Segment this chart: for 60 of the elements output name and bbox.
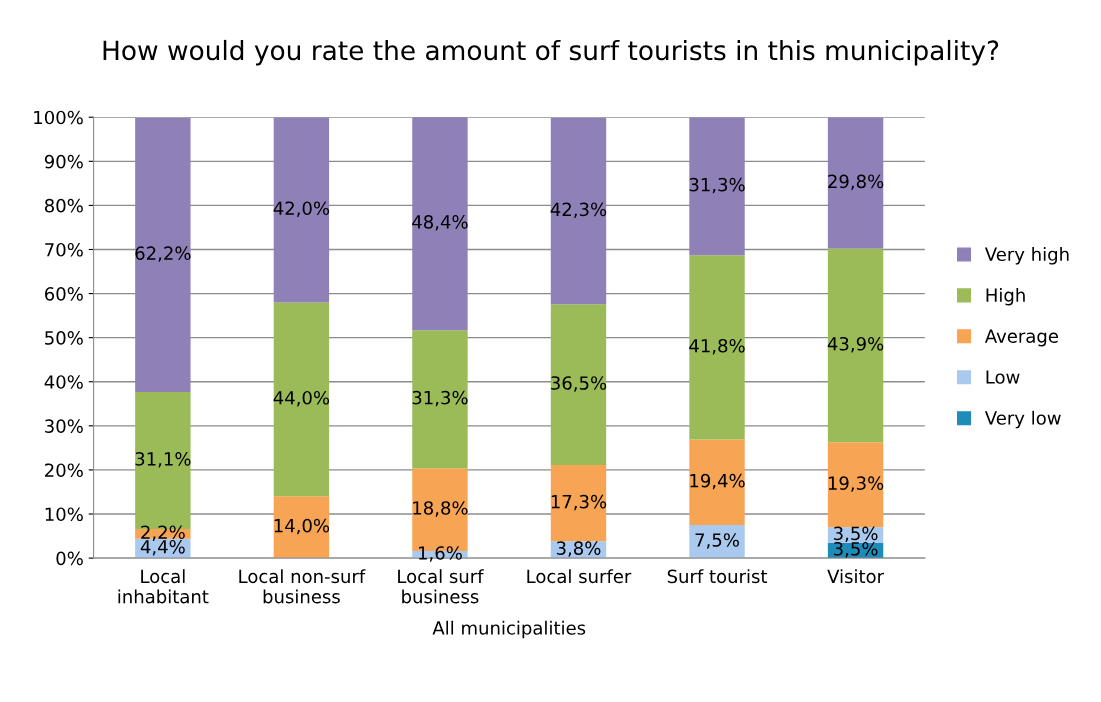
- bar: [689, 439, 745, 526]
- bar: [550, 304, 607, 466]
- data-label: 19,3%: [828, 476, 884, 492]
- x-tick-label: Visitor: [827, 569, 885, 584]
- bar: [273, 302, 330, 497]
- data-label: 3,8%: [556, 541, 601, 557]
- y-tick-label: 40%: [44, 375, 83, 389]
- chart-title: How would you rate the amount of surf tourists in this municipality?: [103, 39, 999, 66]
- y-tick-label: 30%: [45, 419, 83, 433]
- x-axis-title: All municipalities: [432, 620, 586, 639]
- data-label: 14,0%: [274, 518, 330, 535]
- data-label: 18,8%: [413, 501, 468, 517]
- data-label: 17,3%: [551, 494, 607, 511]
- data-label: 29,8%: [828, 174, 884, 190]
- bar: [827, 117, 884, 249]
- data-label: 4,4%: [140, 539, 185, 556]
- y-tick-label: 100%: [34, 110, 83, 125]
- legend-label: Very high: [984, 247, 1069, 265]
- y-tick-label: 70%: [45, 242, 83, 257]
- bar: [827, 442, 884, 528]
- data-label: 31,3%: [689, 177, 745, 194]
- data-label: 42,3%: [550, 202, 607, 218]
- legend-label: Average: [984, 329, 1058, 347]
- y-tick-label: 50%: [45, 331, 83, 345]
- data-label: 31,1%: [135, 452, 191, 468]
- y-tick-label: 10%: [45, 507, 83, 522]
- data-label: 42,0%: [273, 201, 330, 217]
- y-tick-label: 80%: [44, 198, 83, 213]
- y-tick-label: 20%: [45, 463, 83, 478]
- bar: [689, 117, 745, 256]
- data-label: 41,8%: [689, 338, 745, 355]
- data-label: 36,5%: [551, 376, 607, 392]
- legend-label: Very low: [984, 410, 1061, 429]
- bar: [273, 117, 330, 303]
- y-tick-label: 90%: [44, 154, 83, 169]
- data-label: 2,2%: [141, 525, 185, 541]
- data-label: 3,5%: [834, 526, 878, 543]
- legend-label: Low: [986, 370, 1020, 384]
- bar: [827, 248, 884, 443]
- bar: [135, 117, 191, 392]
- data-label: 48,4%: [412, 215, 468, 231]
- bar: [273, 496, 330, 559]
- x-tick-label: Local non-surf business: [239, 569, 366, 604]
- bar: [412, 117, 468, 331]
- y-tick-label: 60%: [44, 287, 83, 301]
- data-label: 7,5%: [695, 533, 739, 549]
- x-tick-label: Surf tourist: [667, 569, 768, 584]
- bar: [550, 465, 607, 542]
- bar: [412, 330, 468, 469]
- data-label: 19,4%: [690, 473, 745, 490]
- legend-label: High: [986, 287, 1025, 306]
- bar: [550, 117, 607, 305]
- bar: [689, 255, 745, 440]
- data-label: 31,3%: [412, 390, 468, 407]
- x-tick-label: Local surf business: [398, 569, 484, 604]
- x-tick-label: Local surfer: [527, 569, 632, 584]
- data-label: 62,2%: [135, 246, 191, 262]
- data-label: 3,5%: [834, 541, 878, 558]
- y-tick-label: 0%: [56, 551, 83, 566]
- x-tick-label: Local inhabitant: [118, 569, 209, 604]
